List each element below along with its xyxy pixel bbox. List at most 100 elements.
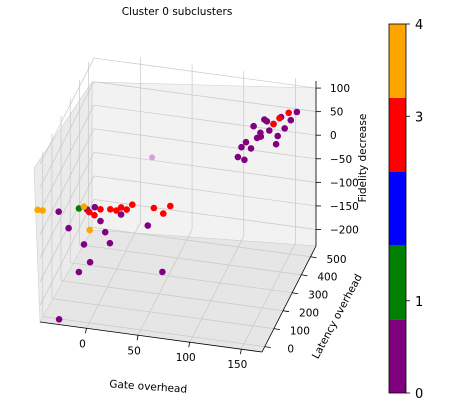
scatter-point bbox=[276, 114, 283, 122]
x-grid-line bbox=[241, 243, 296, 350]
scatter-point bbox=[234, 153, 242, 161]
scatter-point bbox=[123, 206, 130, 213]
data-points bbox=[34, 108, 301, 323]
x-axis-line bbox=[39, 321, 263, 353]
x-tick-mark bbox=[85, 328, 87, 334]
scatter-point bbox=[266, 127, 273, 134]
x-grid-line bbox=[189, 236, 245, 343]
y-tick-label: 500 bbox=[326, 254, 346, 266]
z-grid-line bbox=[39, 128, 95, 235]
z-grid-line bbox=[93, 128, 317, 160]
z-axis-label: Fidelity decrease bbox=[357, 114, 369, 203]
z-grid-line bbox=[93, 175, 317, 207]
x-tick-label: 100 bbox=[176, 352, 196, 364]
y-tick-label: 200 bbox=[299, 308, 319, 320]
scatter-point bbox=[80, 203, 88, 210]
scatter-point bbox=[85, 208, 93, 216]
y-tick-label: 0 bbox=[287, 344, 294, 356]
z-tick-label: −150 bbox=[330, 201, 359, 213]
y-tick-label: 400 bbox=[317, 272, 337, 284]
scatter-point bbox=[150, 204, 158, 212]
x-tick-label: 0 bbox=[79, 338, 86, 350]
scatter-point bbox=[55, 208, 62, 215]
colorbar-tick-label: 0 bbox=[415, 387, 423, 402]
x-tick-mark bbox=[188, 342, 191, 348]
z-tick-label: 0 bbox=[330, 130, 337, 142]
scatter-point bbox=[34, 206, 41, 214]
scatter-point bbox=[293, 108, 301, 116]
scatter-point bbox=[117, 211, 125, 218]
scatter-point bbox=[75, 268, 83, 276]
x-grid-line bbox=[137, 229, 193, 336]
z-grid-line bbox=[39, 57, 95, 165]
scatter-point bbox=[55, 316, 63, 323]
y-grid-line bbox=[51, 298, 274, 329]
axes: 0501001500100200300400500100500−50−100−1… bbox=[39, 81, 359, 371]
scatter-point bbox=[247, 145, 255, 152]
y-grid-line bbox=[70, 262, 293, 294]
colorbar-tick-label: 1 bbox=[415, 295, 423, 310]
x-tick-label: 150 bbox=[227, 359, 247, 371]
scatter-point bbox=[272, 140, 280, 148]
z-grid-line bbox=[93, 152, 317, 183]
scatter-point bbox=[274, 132, 282, 140]
scatter-point bbox=[149, 154, 156, 161]
colorbar: 0 1 3 4 bbox=[388, 18, 423, 402]
y-grid-line bbox=[79, 244, 302, 276]
back-pane bbox=[91, 81, 317, 247]
scatter-point bbox=[117, 204, 125, 211]
colorbar-band bbox=[389, 245, 406, 320]
y-tick-mark bbox=[273, 328, 280, 331]
colorbar-band bbox=[389, 97, 406, 172]
z-grid-line bbox=[39, 199, 95, 306]
scatter-point bbox=[97, 206, 104, 213]
colorbar-frame bbox=[388, 23, 407, 394]
colorbar-tick-label: 3 bbox=[415, 110, 423, 125]
scatter-point bbox=[65, 224, 72, 232]
scatter-point bbox=[75, 205, 83, 212]
y-axis-line bbox=[261, 245, 317, 353]
scatter-point bbox=[101, 228, 109, 236]
scatter-point bbox=[91, 203, 99, 211]
x-tick-mark bbox=[136, 335, 139, 341]
scatter-point bbox=[242, 138, 250, 146]
y-tick-mark bbox=[282, 310, 290, 313]
y-grid-line bbox=[88, 226, 311, 258]
scatter-point bbox=[97, 217, 104, 225]
colorbar-band bbox=[389, 171, 406, 246]
colorbar-tick-label: 4 bbox=[415, 18, 423, 33]
y-tick-label: 300 bbox=[308, 290, 328, 302]
z-tick-label: 50 bbox=[330, 107, 343, 119]
scatter-point bbox=[80, 241, 88, 248]
scatter-point bbox=[106, 239, 114, 247]
y-tick-label: 100 bbox=[290, 326, 310, 338]
y-tick-mark bbox=[310, 256, 317, 259]
scatter-point bbox=[144, 222, 152, 229]
scatter-point bbox=[159, 268, 166, 276]
x-grid-line bbox=[86, 222, 141, 329]
scatter-point bbox=[86, 226, 93, 234]
z-tick-label: −100 bbox=[330, 177, 359, 189]
scatter-point bbox=[241, 156, 248, 164]
z-grid-line bbox=[39, 81, 95, 188]
y-tick-mark bbox=[264, 346, 271, 349]
z-grid-line bbox=[93, 104, 317, 136]
z-grid-line bbox=[93, 57, 317, 89]
scatter-point bbox=[107, 206, 114, 213]
y-grid-line bbox=[61, 280, 284, 312]
x-tick-label: 50 bbox=[127, 345, 140, 357]
x-axis-label: Gate overhead bbox=[109, 378, 188, 395]
scatter-point bbox=[167, 202, 174, 210]
scatter-point bbox=[91, 211, 98, 219]
x-tick-mark bbox=[239, 349, 242, 355]
colorbar-band bbox=[389, 319, 406, 393]
z-grid-line bbox=[39, 105, 95, 212]
scatter-point bbox=[285, 109, 293, 117]
colorbar-band bbox=[389, 24, 406, 98]
scatter-point bbox=[281, 125, 289, 132]
y-tick-mark bbox=[292, 292, 299, 295]
scatter-point bbox=[270, 120, 277, 128]
floor-pane bbox=[39, 229, 317, 353]
